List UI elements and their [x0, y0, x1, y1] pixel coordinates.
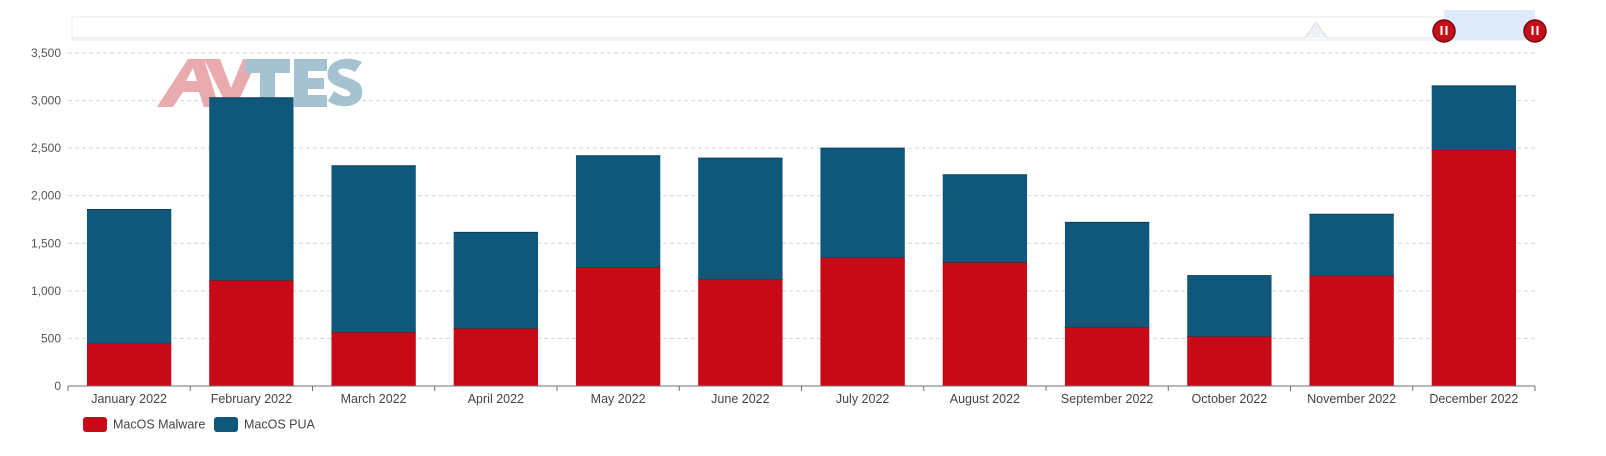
zoom-handle-left-knob[interactable]: [1432, 19, 1456, 43]
y-tick-label: 0: [54, 379, 61, 393]
logo-letter-a: [157, 59, 219, 107]
x-tick-label: December 2022: [1429, 392, 1518, 406]
bar-macos-malware-december-2022[interactable]: [1431, 150, 1517, 386]
y-tick-label: 2,000: [31, 189, 61, 203]
zoom-handle-right-knob[interactable]: [1523, 19, 1547, 43]
legend-item-macos-pua[interactable]: MacOS PUA: [214, 417, 316, 432]
bar-macos-pua-august-2022[interactable]: [942, 174, 1028, 263]
y-tick-label: 2,500: [31, 141, 61, 155]
y-axis-tick-labels: 0 500 1,000 1,500 2,000 2,500 3,000 3,500: [31, 46, 61, 393]
x-tick-label: February 2022: [211, 392, 292, 406]
legend-item-macos-malware[interactable]: MacOS Malware: [83, 417, 205, 432]
bar-macos-pua-october-2022[interactable]: [1187, 275, 1272, 337]
legend-label-macos-pua: MacOS PUA: [244, 418, 316, 432]
zoom-handle-left[interactable]: [1432, 19, 1456, 43]
bar-macos-malware-september-2022[interactable]: [1064, 327, 1150, 386]
bar-macos-pua-march-2022[interactable]: [331, 165, 416, 333]
logo-letter-t1: [245, 59, 290, 107]
zoom-preview-line: [72, 21, 1535, 39]
x-tick-label: March 2022: [341, 392, 407, 406]
bar-macos-pua-june-2022[interactable]: [698, 158, 783, 279]
x-tick-label: September 2022: [1061, 392, 1153, 406]
x-axis: [67, 385, 1536, 391]
bar-macos-pua-may-2022[interactable]: [575, 155, 661, 268]
bar-macos-pua-november-2022[interactable]: [1309, 214, 1394, 276]
bar-macos-malware-october-2022[interactable]: [1187, 336, 1272, 386]
y-tick-label: 3,500: [31, 46, 61, 60]
bar-macos-pua-july-2022[interactable]: [820, 148, 905, 258]
logo-letter-s: [327, 58, 363, 107]
bar-macos-pua-september-2022[interactable]: [1064, 222, 1150, 328]
x-tick-label: June 2022: [711, 392, 769, 406]
zoom-handle-right-grip-1: [1531, 26, 1534, 35]
x-tick-label: April 2022: [468, 392, 524, 406]
bar-macos-pua-february-2022[interactable]: [209, 97, 294, 281]
bar-macos-malware-november-2022[interactable]: [1309, 275, 1394, 386]
zoom-handle-right[interactable]: [1523, 19, 1547, 43]
bar-macos-malware-august-2022[interactable]: [942, 262, 1028, 386]
legend-swatch-macos-malware: [83, 417, 107, 432]
y-tick-label: 1,500: [31, 236, 61, 250]
x-tick-label: May 2022: [591, 392, 646, 406]
x-tick-label: August 2022: [950, 392, 1020, 406]
zoom-selected-range[interactable]: [1444, 10, 1535, 40]
bar-macos-pua-december-2022[interactable]: [1431, 85, 1517, 151]
bar-macos-pua-january-2022[interactable]: [86, 209, 172, 344]
bar-macos-malware-july-2022[interactable]: [820, 257, 905, 386]
y-tick-label: 1,000: [31, 284, 61, 298]
av-test-logo: [157, 58, 363, 107]
bar-macos-pua-april-2022[interactable]: [453, 232, 539, 329]
bar-macos-malware-february-2022[interactable]: [209, 280, 294, 386]
bar-macos-malware-january-2022[interactable]: [86, 343, 172, 386]
legend-swatch-macos-pua: [214, 417, 238, 432]
zoom-handle-right-grip-2: [1536, 26, 1539, 35]
bar-macos-malware-april-2022[interactable]: [453, 328, 539, 386]
zoom-handle-left-grip-1: [1440, 26, 1443, 35]
legend-label-macos-malware: MacOS Malware: [113, 418, 205, 432]
bar-macos-malware-may-2022[interactable]: [575, 267, 661, 386]
x-tick-label: July 2022: [836, 392, 890, 406]
x-tick-label: October 2022: [1192, 392, 1268, 406]
bar-macos-malware-june-2022[interactable]: [698, 278, 783, 386]
data-zoom-slider[interactable]: [71, 10, 1547, 43]
y-tick-label: 3,000: [31, 94, 61, 108]
y-tick-label: 500: [41, 331, 61, 345]
x-axis-category-labels: January 2022 February 2022 March 2022 April…: [91, 392, 1518, 406]
legend[interactable]: MacOS Malware MacOS PUA: [83, 417, 316, 432]
zoom-handle-left-grip-2: [1445, 26, 1448, 35]
x-tick-label: November 2022: [1307, 392, 1396, 406]
x-tick-label: January 2022: [91, 392, 167, 406]
bars: [86, 85, 1517, 386]
logo-letter-v: [204, 59, 258, 104]
logo-letter-e: [294, 59, 327, 107]
bar-macos-malware-march-2022[interactable]: [331, 332, 416, 386]
